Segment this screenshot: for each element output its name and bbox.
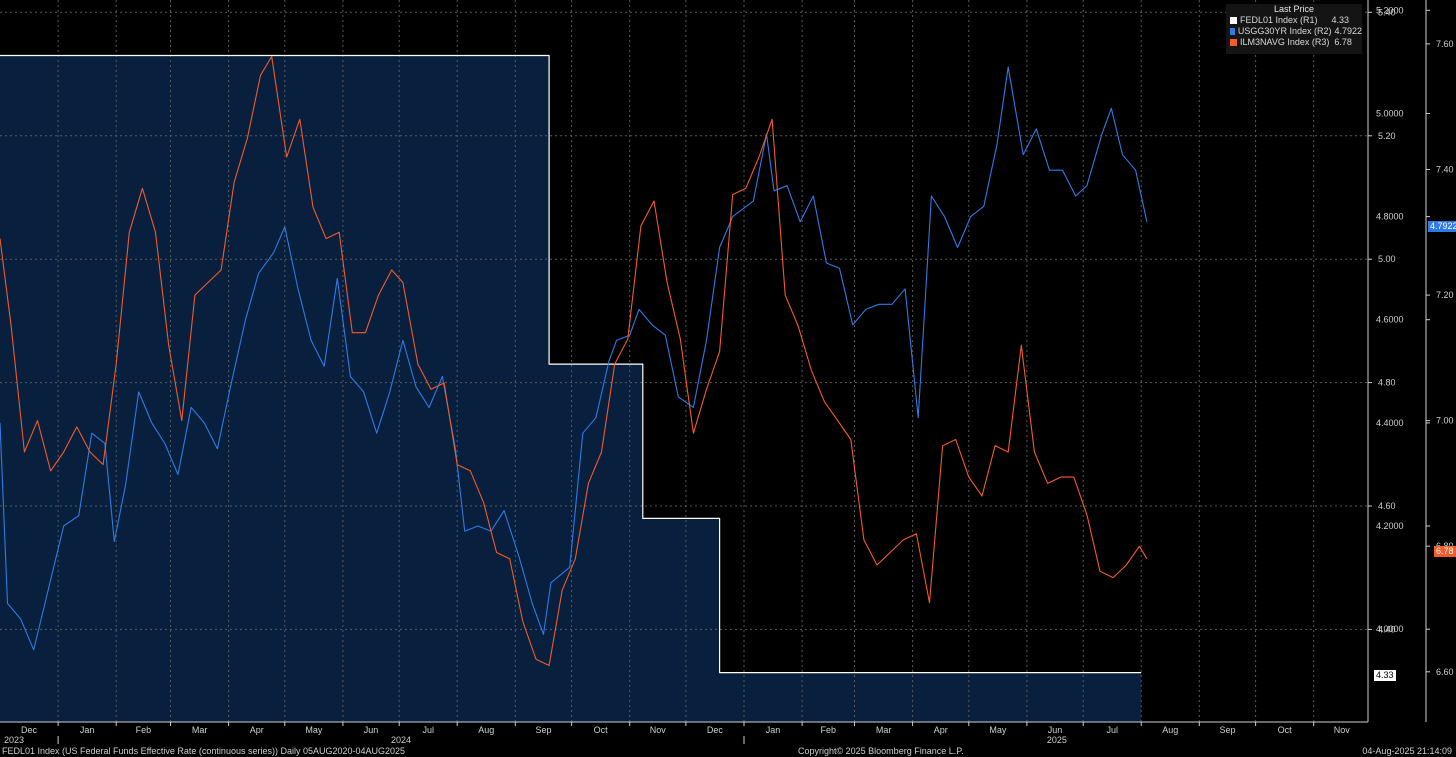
grid <box>0 0 1368 722</box>
legend: Last Price FEDL01 Index (R1) 4.33 USGG30… <box>1226 4 1362 54</box>
y-tick-label-r1: 5.40 <box>1378 7 1396 17</box>
x-tick-label: Oct <box>1278 725 1293 735</box>
y-tick-label-r2: 4.4000 <box>1376 418 1404 428</box>
legend-swatch-fedl01 <box>1230 17 1237 24</box>
y-tick-label-r3: 7.40 <box>1436 165 1454 175</box>
legend-item-fedl01[interactable]: FEDL01 Index (R1) 4.33 <box>1226 15 1362 26</box>
x-tick-label: Jun <box>1048 725 1063 735</box>
y-tick-label-r3: 7.60 <box>1436 39 1454 49</box>
x-tick-label: May <box>989 725 1007 735</box>
legend-header: Last Price <box>1273 4 1315 14</box>
last-value-tag-fedl01: 4.33 <box>1374 670 1396 681</box>
footer-series-description: FEDL01 Index (US Federal Funds Effective… <box>2 746 406 756</box>
y-tick-label-r1: 4.80 <box>1378 378 1396 388</box>
x-tick-label: Jul <box>422 725 434 735</box>
y-tick-label-r2: 4.0000 <box>1376 624 1404 634</box>
x-tick-label: Sep <box>535 725 551 735</box>
x-tick-label: Apr <box>250 725 264 735</box>
x-tick-label: Nov <box>1334 725 1351 735</box>
x-year-label: 2025 <box>1047 735 1067 745</box>
x-year-label: 2023 <box>4 735 24 745</box>
fedl01-fill-area <box>0 55 1142 722</box>
fedl01-area-fill <box>0 55 1142 722</box>
x-tick-label: Mar <box>192 725 208 735</box>
legend-value-ilm3navg: 6.78 <box>1334 37 1352 47</box>
x-tick-label: Oct <box>594 725 609 735</box>
y-tick-label-r3: 6.60 <box>1436 667 1454 677</box>
y-tick-label-r2: 5.2000 <box>1376 5 1404 15</box>
x-tick-label: Nov <box>650 725 667 735</box>
legend-swatch-ilm3navg <box>1230 39 1237 46</box>
x-year-label: 2024 <box>391 735 411 745</box>
x-tick-label: Aug <box>478 725 494 735</box>
y-tick-label-r1: 5.20 <box>1378 131 1396 141</box>
legend-value-fedl01: 4.33 <box>1331 15 1350 25</box>
last-value-tag-ilm3navg: 6.78 <box>1434 546 1456 557</box>
legend-label-ilm3navg: ILM3NAVG Index (R3) <box>1240 37 1330 47</box>
y-tick-label-r2: 4.2000 <box>1376 521 1404 531</box>
x-tick-label: Aug <box>1162 725 1178 735</box>
y-tick-label-r1: 5.00 <box>1378 254 1396 264</box>
y-tick-label-r2: 4.6000 <box>1376 315 1404 325</box>
footer-copyright: Copyright© 2025 Bloomberg Finance L.P. <box>798 746 964 756</box>
legend-label-usgg30yr: USGG30YR Index (R2) <box>1237 26 1332 36</box>
y-tick-label-r2: 4.8000 <box>1376 212 1404 222</box>
x-tick-label: Feb <box>821 725 837 735</box>
legend-value-usgg30yr: 4.7922 <box>1334 26 1362 36</box>
legend-label-fedl01: FEDL01 Index (R1) <box>1240 15 1318 25</box>
y-tick-label-r1: 4.40 <box>1378 624 1396 634</box>
y-tick-label-r3: 7.20 <box>1436 290 1454 300</box>
series-line-fedl01 <box>0 54 1142 674</box>
x-tick-label: Jul <box>1106 725 1118 735</box>
y-tick-label-r2: 5.0000 <box>1376 109 1404 119</box>
legend-item-ilm3navg[interactable]: ILM3NAVG Index (R3) 6.78 <box>1226 37 1362 48</box>
series-line-usgg30yr <box>0 66 1148 651</box>
footer-timestamp: 04-Aug-2025 21:14:09 <box>1362 746 1452 756</box>
legend-item-usgg30yr[interactable]: USGG30YR Index (R2) 4.7922 <box>1226 26 1362 37</box>
last-value-tag-usgg30yr: 4.7922 <box>1428 221 1456 232</box>
x-tick-label: Dec <box>707 725 724 735</box>
x-tick-label: Jan <box>766 725 781 735</box>
series-line-ilm3navg <box>0 55 1148 667</box>
x-tick-label: Sep <box>1219 725 1235 735</box>
x-tick-label: Mar <box>876 725 892 735</box>
x-tick-label: Jun <box>364 725 379 735</box>
series-lines <box>0 54 1148 674</box>
y-tick-label-r1: 4.60 <box>1378 501 1396 511</box>
legend-swatch-usgg30yr <box>1230 28 1235 35</box>
x-tick-label: Dec <box>21 725 38 735</box>
x-tick-label: May <box>305 725 323 735</box>
x-tick-label: Feb <box>136 725 152 735</box>
y-tick-label-r3: 7.00 <box>1436 416 1454 426</box>
x-tick-label: Jan <box>80 725 95 735</box>
x-tick-label: Apr <box>934 725 948 735</box>
